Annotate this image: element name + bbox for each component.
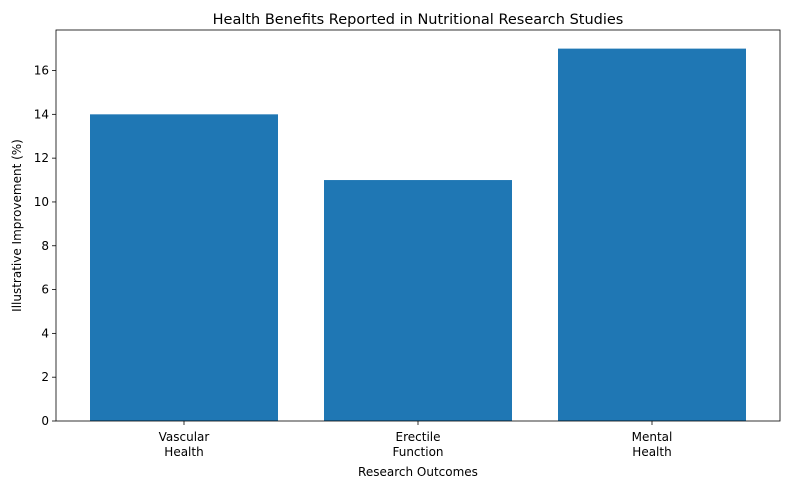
y-tick-label-4: 8	[41, 239, 49, 253]
y-tick-label-3: 6	[41, 283, 49, 297]
x-tick-label-1: Erectile Function	[392, 430, 443, 459]
chart-title: Health Benefits Reported in Nutritional …	[213, 12, 624, 28]
y-tick-label-0: 0	[41, 414, 49, 428]
y-tick-label-5: 10	[34, 195, 49, 209]
plot-frame	[55, 29, 781, 422]
bar-1	[324, 180, 512, 421]
bar-2	[558, 48, 746, 421]
y-tick-label-8: 16	[34, 64, 49, 78]
y-axis-title: Illustrative Improvement (%)	[10, 139, 24, 312]
y-tick-label-6: 12	[34, 151, 49, 165]
bars	[90, 48, 746, 421]
y-tick-label-1: 2	[41, 370, 49, 384]
x-tick-label-0: Vascular Health	[159, 430, 210, 459]
x-tick-label-2: Mental Health	[632, 430, 673, 459]
bar-0	[90, 114, 278, 421]
x-ticks: Vascular Health Erectile Function Mental Heal…	[159, 421, 673, 459]
y-ticks: 0 2 4 6 8 10 12 14 16	[34, 64, 56, 428]
y-tick-label-7: 14	[34, 107, 49, 121]
y-tick-label-2: 4	[41, 326, 49, 340]
x-axis-title: Research Outcomes	[358, 465, 478, 479]
